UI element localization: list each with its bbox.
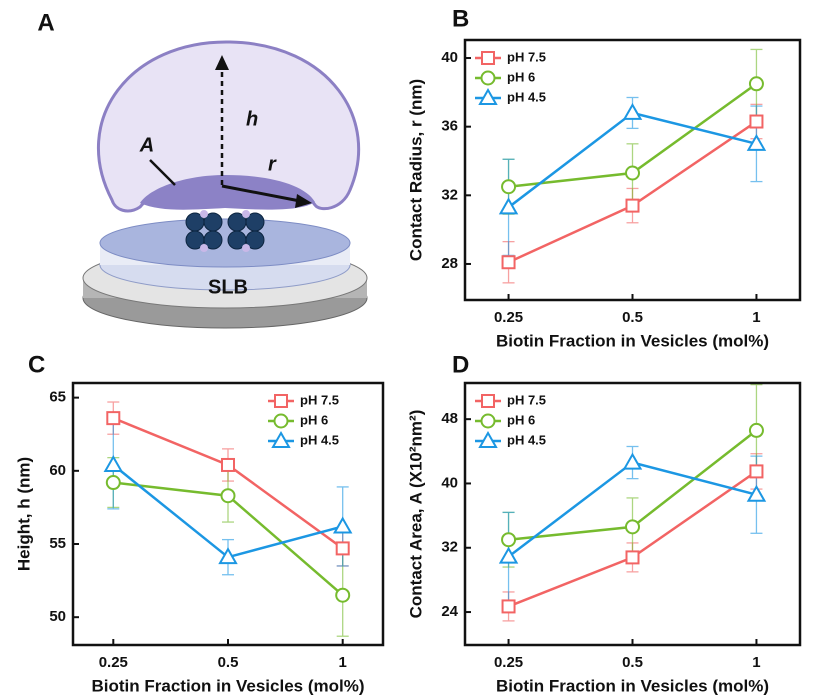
x-tick-label: 0.25 — [494, 309, 523, 326]
y-tick-label: 50 — [49, 608, 66, 625]
radius-label: r — [268, 153, 277, 175]
marker — [482, 72, 495, 85]
marker — [107, 476, 120, 489]
y-tick-label: 36 — [441, 118, 458, 135]
x-tick-label: 1 — [339, 654, 347, 671]
marker — [502, 533, 515, 546]
marker — [335, 518, 351, 532]
marker — [482, 52, 494, 64]
marker — [503, 256, 515, 268]
legend-label: pH 6 — [507, 69, 535, 84]
height-label: h — [246, 108, 258, 130]
marker — [501, 199, 517, 213]
marker — [337, 542, 349, 554]
legend-label: pH 4.5 — [300, 432, 339, 447]
legend-label: pH 6 — [300, 412, 328, 427]
legend-label: pH 7.5 — [507, 392, 546, 407]
marker — [482, 415, 495, 428]
figure: A h r A SLB B 28 32 36 40 0.25 0.5 1 Biotin Frac… — [0, 0, 816, 696]
marker — [750, 116, 762, 128]
area-label: A — [139, 134, 154, 156]
x-axis-label: Biotin Fraction in Vesicles (mol%) — [92, 676, 365, 695]
y-tick-label: 40 — [441, 474, 458, 491]
y-tick-label: 65 — [49, 389, 66, 406]
y-axis-label: Contact Radius, r (nm) — [406, 79, 425, 261]
chart: C 50 55 60 65 0.25 0.5 1 Biotin Fraction in Vesi… — [14, 351, 383, 695]
marker — [482, 395, 494, 407]
page: A h r A SLB B 28 32 36 40 0.25 0.5 1 Biotin Frac… — [0, 0, 816, 696]
x-tick-label: 0.5 — [622, 309, 643, 326]
x-tick-label: 0.25 — [494, 654, 523, 671]
legend-label: pH 7.5 — [507, 49, 546, 64]
x-tick-label: 0.25 — [99, 654, 128, 671]
x-tick-label: 1 — [752, 309, 760, 326]
y-tick-label: 28 — [441, 255, 458, 272]
marker — [750, 465, 762, 477]
diagram: A h r A SLB — [37, 9, 367, 328]
panel-label: D — [452, 351, 469, 378]
y-tick-label: 48 — [441, 410, 458, 427]
marker — [105, 457, 121, 471]
marker — [336, 589, 349, 602]
chart: D 24 32 40 48 0.25 0.5 1 Biotin Fraction in Vesi… — [406, 351, 800, 695]
marker — [625, 105, 641, 119]
marker — [222, 459, 234, 471]
panel-label: A — [37, 9, 54, 36]
legend-label: pH 7.5 — [300, 392, 339, 407]
marker — [107, 412, 119, 424]
marker — [625, 455, 641, 469]
bilayer-label: SLB — [208, 276, 248, 298]
legend-label: pH 4.5 — [507, 432, 546, 447]
x-tick-label: 1 — [752, 654, 760, 671]
marker — [222, 489, 235, 502]
y-tick-label: 24 — [441, 603, 458, 620]
legend-label: pH 4.5 — [507, 89, 546, 104]
y-tick-label: 40 — [441, 49, 458, 66]
chart: B 28 32 36 40 0.25 0.5 1 Biotin Fraction in Vesi… — [406, 5, 800, 350]
x-axis-label: Biotin Fraction in Vesicles (mol%) — [496, 676, 769, 695]
x-axis-label: Biotin Fraction in Vesicles (mol%) — [496, 331, 769, 350]
x-tick-label: 0.5 — [622, 654, 643, 671]
marker — [626, 520, 639, 533]
marker — [627, 551, 639, 563]
marker — [502, 180, 515, 193]
marker — [627, 200, 639, 212]
y-tick-label: 55 — [49, 535, 66, 552]
x-tick-label: 0.5 — [218, 654, 239, 671]
lipid-bilayer-top — [100, 219, 350, 267]
marker — [626, 167, 639, 180]
marker — [501, 549, 517, 563]
marker — [275, 395, 287, 407]
y-axis-label: Contact Area, A (X10²nm²) — [406, 410, 425, 619]
marker — [750, 77, 763, 90]
y-axis-label: Height, h (nm) — [14, 457, 33, 571]
panel-label: B — [452, 5, 469, 32]
y-tick-label: 60 — [49, 462, 66, 479]
marker — [503, 600, 515, 612]
panel-label: C — [28, 351, 45, 378]
y-tick-label: 32 — [441, 186, 458, 203]
y-tick-label: 32 — [441, 539, 458, 556]
marker — [275, 415, 288, 428]
marker — [750, 424, 763, 437]
legend-label: pH 6 — [507, 412, 535, 427]
